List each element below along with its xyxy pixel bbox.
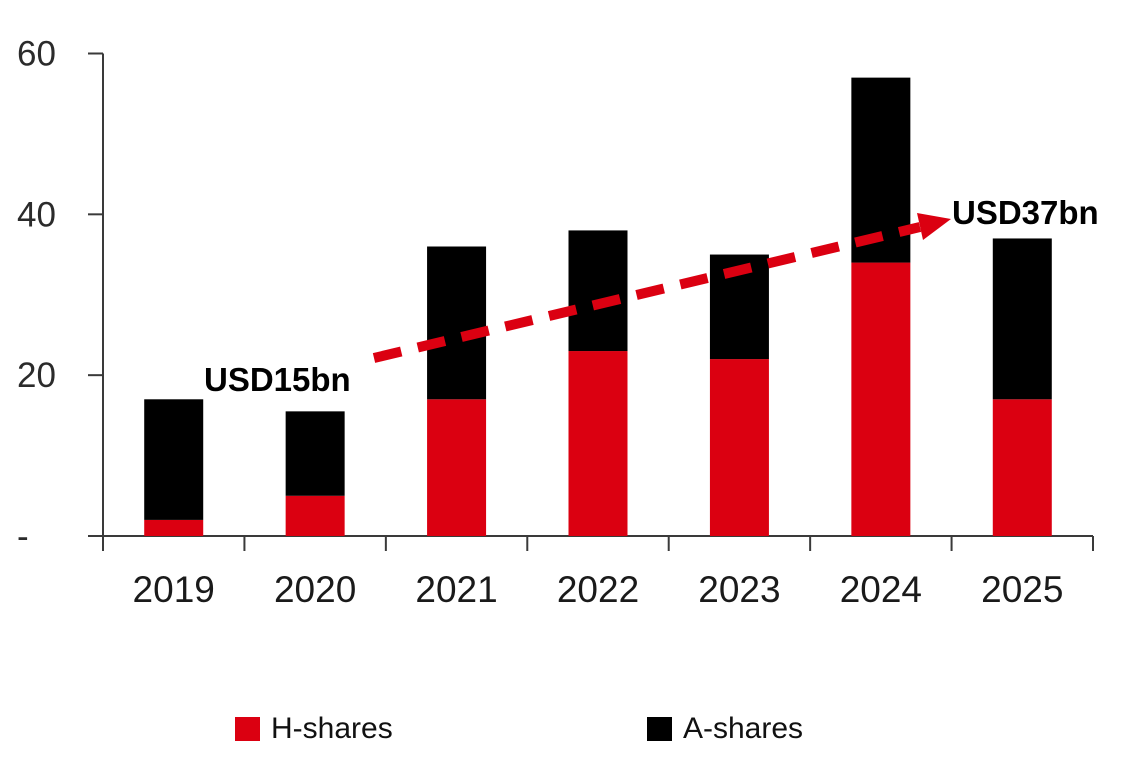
- x-axis-label: 2023: [698, 569, 780, 610]
- legend-item-h-shares: H-shares: [235, 712, 393, 746]
- bar-segment-h-shares-2019: [144, 519, 204, 536]
- legend-label-a-shares: A-shares: [683, 712, 804, 745]
- annotation-usd15bn: USD15bn: [204, 361, 351, 398]
- x-axis-label: 2024: [840, 569, 922, 610]
- x-axis-label: 2020: [274, 569, 356, 610]
- bar-segment-h-shares-2024: [851, 262, 911, 536]
- x-axis-label: 2025: [981, 569, 1063, 610]
- bar-segment-a-shares-2020: [285, 411, 345, 496]
- trend-arrow-line: [372, 222, 922, 363]
- bar-segment-a-shares-2025: [992, 238, 1052, 400]
- bar-segment-a-shares-2022: [568, 230, 628, 352]
- y-axis-label: -: [17, 517, 29, 556]
- bar-segment-a-shares-2021: [427, 246, 487, 400]
- y-axis-label: 60: [17, 35, 56, 74]
- bar-segment-h-shares-2022: [568, 351, 628, 536]
- x-axis-label: 2019: [133, 569, 215, 610]
- legend-label-h-shares: H-shares: [271, 712, 393, 745]
- x-axis-label: 2022: [557, 569, 639, 610]
- bar-segment-h-shares-2020: [285, 495, 345, 536]
- x-axis-label: 2021: [415, 569, 497, 610]
- y-axis-label: 20: [17, 356, 56, 395]
- chart-legend: H-shares A-shares: [0, 712, 1140, 752]
- bar-segment-h-shares-2021: [427, 399, 487, 536]
- a-shares-swatch: [647, 717, 672, 741]
- y-axis-label: 40: [17, 195, 56, 234]
- trend-arrow-head: [917, 213, 951, 240]
- annotation-usd37bn: USD37bn: [952, 194, 1099, 231]
- bar-segment-h-shares-2023: [709, 359, 769, 536]
- h-shares-swatch: [235, 717, 260, 741]
- bar-segment-h-shares-2025: [992, 399, 1052, 536]
- legend-item-a-shares: A-shares: [647, 712, 803, 746]
- bar-segment-a-shares-2019: [144, 399, 204, 520]
